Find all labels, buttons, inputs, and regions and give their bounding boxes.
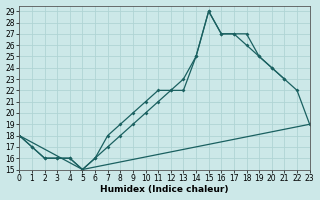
X-axis label: Humidex (Indice chaleur): Humidex (Indice chaleur) <box>100 185 229 194</box>
